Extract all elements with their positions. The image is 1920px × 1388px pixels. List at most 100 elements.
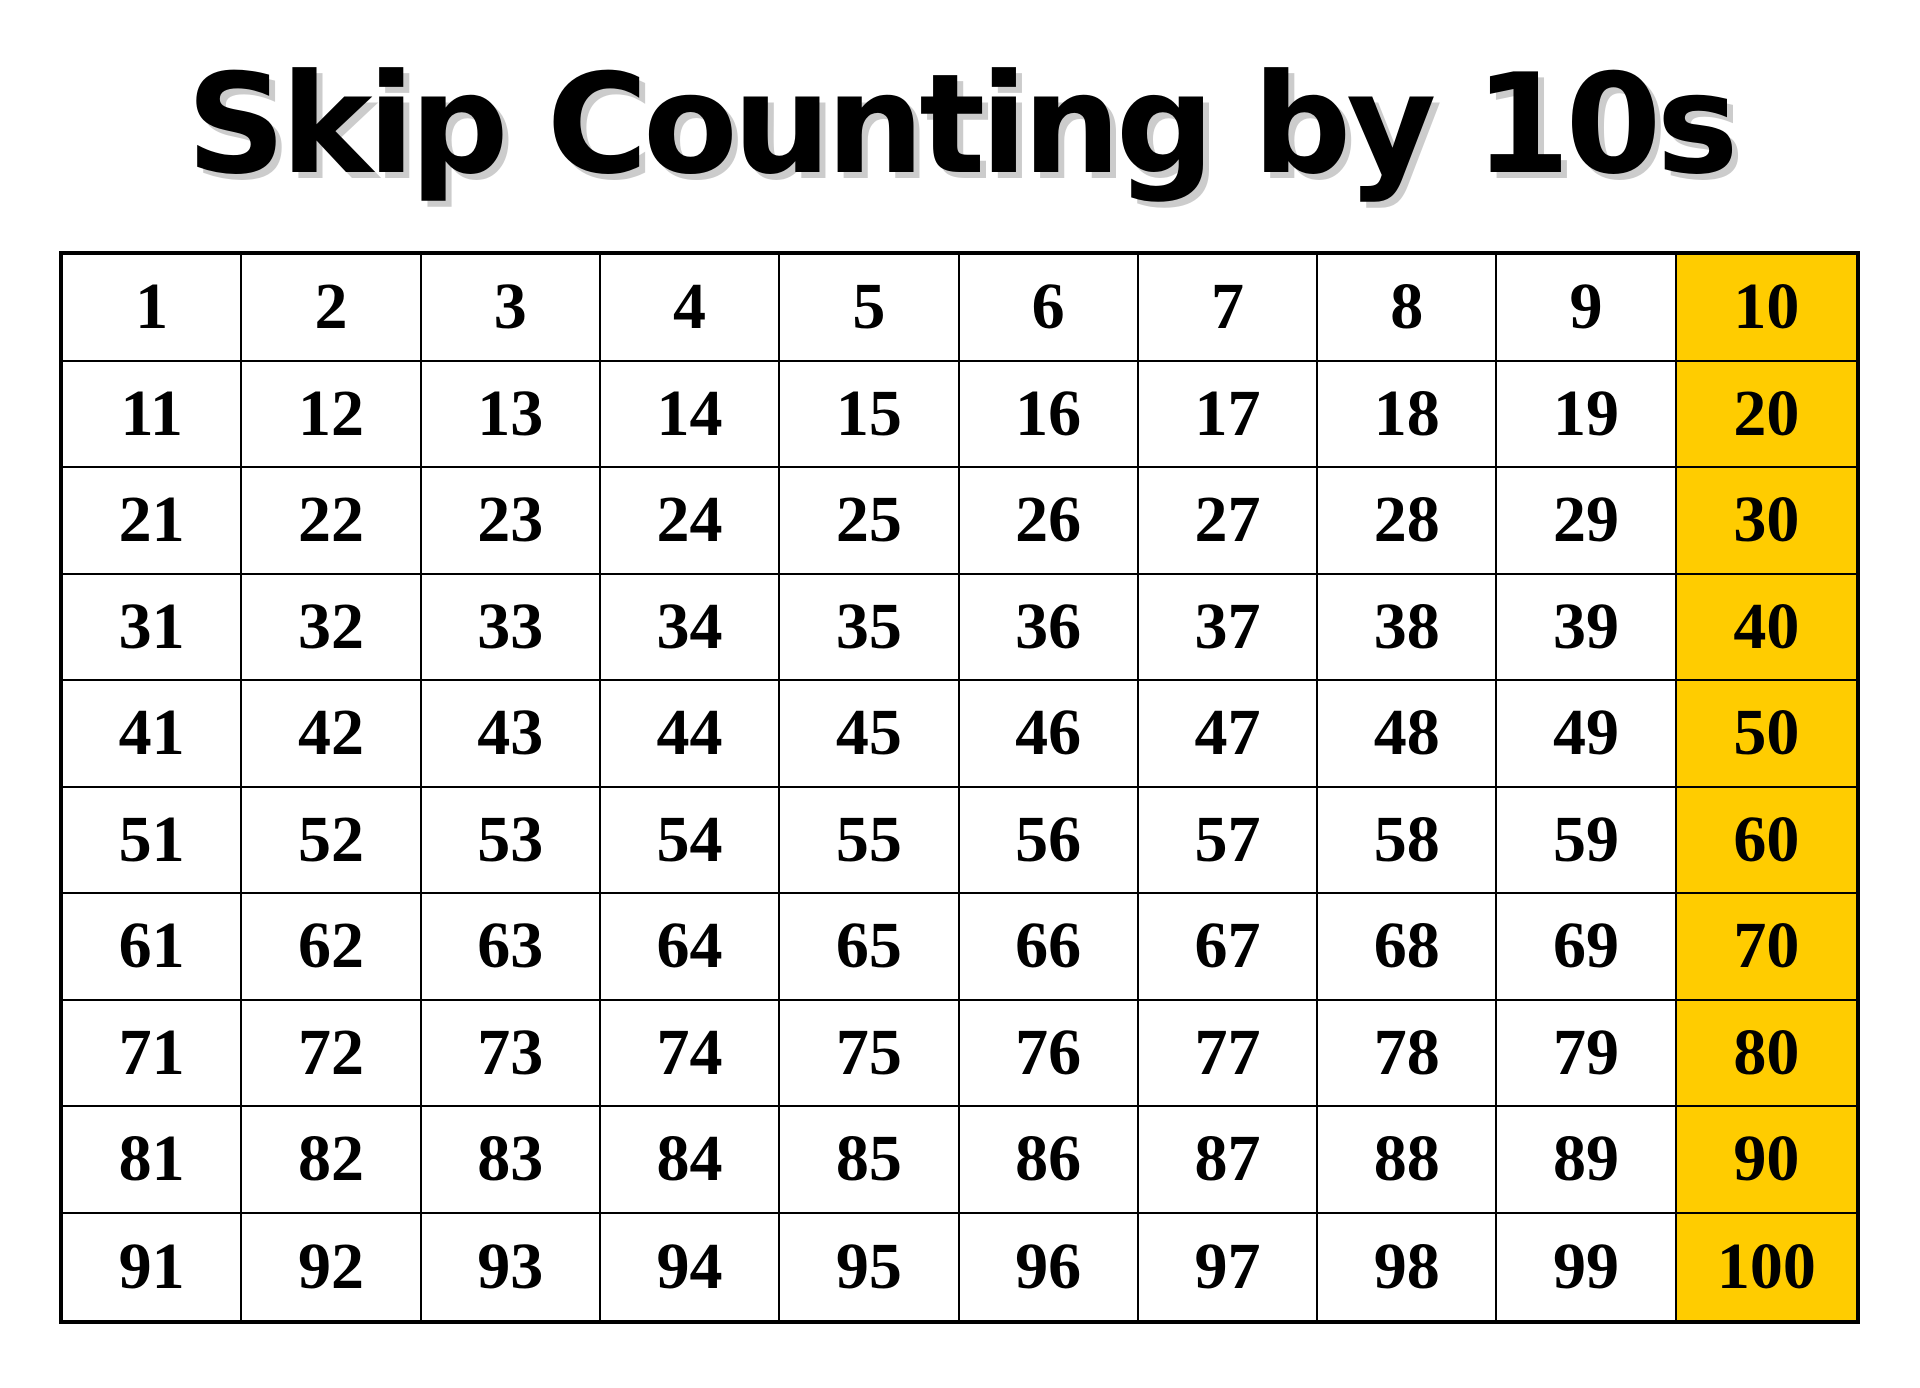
number-cell: 51 (63, 787, 243, 894)
number-cell: 83 (421, 1107, 601, 1214)
number-cell: 42 (242, 681, 422, 788)
number-cell: 64 (600, 894, 781, 1001)
number-cell: 35 (780, 574, 960, 681)
number-cell: 97 (1138, 1213, 1319, 1320)
number-cell: 88 (1318, 1107, 1498, 1214)
highlighted-number-cell: 20 (1676, 361, 1856, 468)
number-cell: 28 (1318, 468, 1498, 575)
number-cell: 22 (242, 468, 422, 575)
highlighted-number-cell: 50 (1676, 681, 1856, 788)
highlighted-number-cell: 60 (1676, 787, 1856, 894)
number-cell: 3 (421, 255, 601, 362)
number-cell: 46 (959, 681, 1139, 788)
number-cell: 98 (1318, 1213, 1498, 1320)
number-cell: 45 (780, 681, 960, 788)
number-cell: 77 (1138, 1000, 1319, 1107)
number-cell: 78 (1318, 1000, 1498, 1107)
number-cell: 2 (242, 255, 422, 362)
number-cell: 43 (421, 681, 601, 788)
number-cell: 31 (63, 574, 243, 681)
number-cell: 72 (242, 1000, 422, 1107)
number-cell: 54 (600, 787, 781, 894)
highlighted-number-cell: 70 (1676, 894, 1856, 1001)
number-cell: 12 (242, 361, 422, 468)
number-cell: 52 (242, 787, 422, 894)
number-cell: 18 (1318, 361, 1498, 468)
number-cell: 25 (780, 468, 960, 575)
number-cell: 14 (600, 361, 781, 468)
number-cell: 53 (421, 787, 601, 894)
number-cell: 67 (1138, 894, 1319, 1001)
number-cell: 6 (959, 255, 1139, 362)
number-cell: 62 (242, 894, 422, 1001)
highlighted-number-cell: 10 (1676, 255, 1856, 362)
number-cell: 86 (959, 1107, 1139, 1214)
number-cell: 49 (1497, 681, 1677, 788)
number-cell: 58 (1318, 787, 1498, 894)
highlighted-number-cell: 80 (1676, 1000, 1856, 1107)
number-cell: 76 (959, 1000, 1139, 1107)
hundreds-chart: 1 2 3 4 5 6 7 8 9 10 11 12 13 14 15 16 17 18 19 20 21 22 23 24 2… (59, 251, 1860, 1324)
number-cell: 36 (959, 574, 1139, 681)
number-cell: 16 (959, 361, 1139, 468)
number-cell: 55 (780, 787, 960, 894)
number-cell: 85 (780, 1107, 960, 1214)
highlighted-number-cell: 40 (1676, 574, 1856, 681)
number-cell: 75 (780, 1000, 960, 1107)
number-cell: 7 (1138, 255, 1319, 362)
number-cell: 44 (600, 681, 781, 788)
number-cell: 32 (242, 574, 422, 681)
number-cell: 63 (421, 894, 601, 1001)
number-cell: 4 (600, 255, 781, 362)
number-cell: 91 (63, 1213, 243, 1320)
number-cell: 82 (242, 1107, 422, 1214)
number-cell: 17 (1138, 361, 1319, 468)
number-cell: 11 (63, 361, 243, 468)
number-cell: 13 (421, 361, 601, 468)
number-cell: 21 (63, 468, 243, 575)
number-cell: 34 (600, 574, 781, 681)
number-cell: 39 (1497, 574, 1677, 681)
number-cell: 65 (780, 894, 960, 1001)
number-cell: 71 (63, 1000, 243, 1107)
number-cell: 81 (63, 1107, 243, 1214)
number-cell: 19 (1497, 361, 1677, 468)
number-cell: 95 (780, 1213, 960, 1320)
number-cell: 56 (959, 787, 1139, 894)
number-cell: 26 (959, 468, 1139, 575)
number-cell: 8 (1318, 255, 1498, 362)
highlighted-number-cell: 100 (1676, 1213, 1856, 1320)
number-cell: 79 (1497, 1000, 1677, 1107)
number-cell: 61 (63, 894, 243, 1001)
number-cell: 41 (63, 681, 243, 788)
page-title: Skip Counting by 10s (186, 44, 1738, 205)
number-cell: 33 (421, 574, 601, 681)
number-cell: 29 (1497, 468, 1677, 575)
number-cell: 47 (1138, 681, 1319, 788)
number-cell: 37 (1138, 574, 1319, 681)
number-cell: 94 (600, 1213, 781, 1320)
number-cell: 9 (1497, 255, 1677, 362)
number-cell: 59 (1497, 787, 1677, 894)
number-cell: 27 (1138, 468, 1319, 575)
number-cell: 57 (1138, 787, 1319, 894)
number-cell: 93 (421, 1213, 601, 1320)
number-cell: 99 (1497, 1213, 1677, 1320)
number-cell: 24 (600, 468, 781, 575)
number-cell: 66 (959, 894, 1139, 1001)
highlighted-number-cell: 90 (1676, 1107, 1856, 1214)
number-cell: 84 (600, 1107, 781, 1214)
number-cell: 68 (1318, 894, 1498, 1001)
number-cell: 74 (600, 1000, 781, 1107)
number-cell: 38 (1318, 574, 1498, 681)
number-cell: 92 (242, 1213, 422, 1320)
number-cell: 89 (1497, 1107, 1677, 1214)
number-cell: 69 (1497, 894, 1677, 1001)
number-cell: 5 (780, 255, 960, 362)
number-cell: 96 (959, 1213, 1139, 1320)
highlighted-number-cell: 30 (1676, 468, 1856, 575)
number-cell: 1 (63, 255, 243, 362)
number-cell: 15 (780, 361, 960, 468)
number-cell: 23 (421, 468, 601, 575)
number-cell: 73 (421, 1000, 601, 1107)
